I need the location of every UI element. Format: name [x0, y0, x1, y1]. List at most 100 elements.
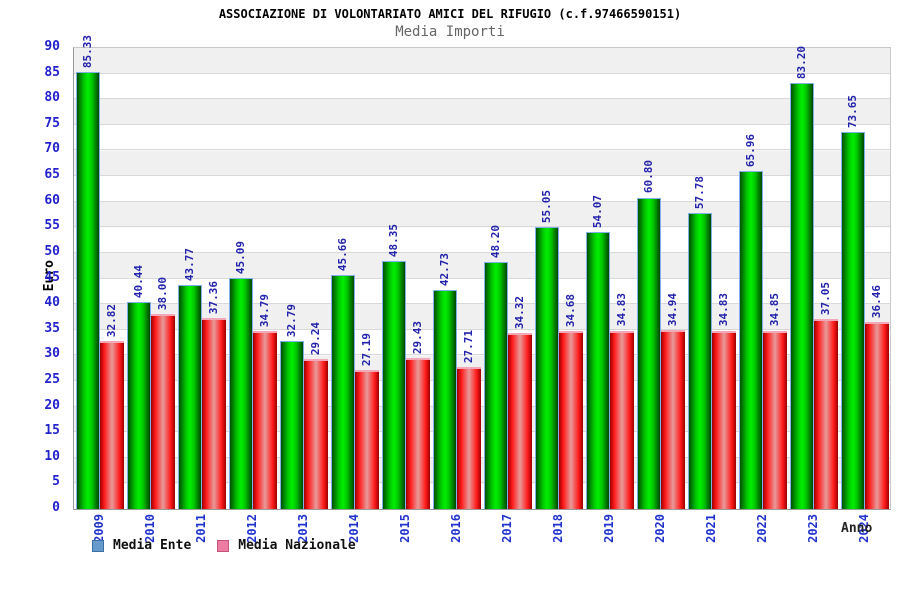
y-tick-label: 65 [44, 167, 60, 183]
bar-media-nazionale-2015[interactable] [405, 358, 430, 509]
bar-media-nazionale-2022[interactable] [762, 330, 787, 509]
bar-media-ente-2023[interactable] [789, 82, 814, 509]
y-axis: 0 5 10 15 20 25 30 35 40 45 50 55 60 65 70 75 80 85 90 [0, 39, 66, 515]
bar-media-nazionale-2016[interactable] [456, 367, 481, 509]
gridline [74, 72, 890, 74]
bar-media-nazionale-2020[interactable] [660, 330, 685, 509]
bar-media-ente-2013[interactable] [279, 341, 304, 509]
legend-swatch-blue-icon [92, 539, 104, 552]
bar-media-ente-2017[interactable] [483, 262, 508, 509]
bar-media-nazionale-2012[interactable] [252, 330, 277, 509]
bar-media-nazionale-2024[interactable] [864, 322, 889, 509]
x-tick-label-2022: 2022 [754, 514, 769, 543]
bar-value-label: 37.36 [206, 280, 220, 314]
bar-media-ente-2018[interactable] [534, 227, 559, 509]
gridline [74, 328, 890, 330]
bar-value-label: 73.65 [845, 94, 859, 128]
bar-media-nazionale-2023[interactable] [813, 319, 838, 509]
gridline [74, 175, 890, 177]
bar-media-ente-2011[interactable] [177, 284, 202, 509]
gridline [74, 303, 890, 305]
x-tick-label-2017: 2017 [499, 514, 514, 543]
y-tick-label: 75 [44, 115, 60, 131]
y-tick-label: 5 [52, 474, 60, 490]
bar-value-label: 34.85 [767, 293, 781, 327]
y-tick-label: 10 [44, 448, 60, 464]
bar-value-label: 48.35 [386, 224, 400, 258]
x-tick-label-2021: 2021 [703, 514, 718, 543]
chart-title: ASSOCIAZIONE DI VOLONTARIATO AMICI DEL R… [218, 7, 682, 21]
x-tick-label-2020: 2020 [652, 514, 667, 543]
bar-value-label: 45.66 [335, 238, 349, 272]
bar-media-ente-2021[interactable] [687, 213, 712, 509]
gridline [74, 277, 890, 279]
bar-media-ente-2019[interactable] [585, 232, 610, 509]
bar-media-nazionale-2011[interactable] [201, 317, 226, 509]
y-tick-label: 60 [44, 192, 60, 208]
legend: Media Ente Media Nazionale [92, 538, 356, 553]
bar-media-nazionale-2018[interactable] [558, 331, 583, 509]
bar-media-nazionale-2021[interactable] [711, 330, 736, 509]
gridline [74, 149, 890, 151]
bar-value-label: 27.19 [359, 332, 373, 366]
x-tick-label-2023: 2023 [805, 514, 820, 543]
bar-value-label: 34.83 [614, 293, 628, 327]
bar-media-ente-2022[interactable] [738, 171, 763, 509]
legend-item-media-ente[interactable]: Media Ente [92, 538, 191, 553]
bar-value-label: 38.00 [155, 277, 169, 311]
bar-media-nazionale-2014[interactable] [354, 369, 379, 509]
chart-plot: 85.33 32.82 40.44 38.00 43.77 37.36 45.09 34.79… [73, 35, 891, 510]
bar-media-ente-2015[interactable] [381, 261, 406, 509]
gridline [74, 98, 890, 100]
gridline [74, 431, 890, 433]
bar-media-ente-2024[interactable] [840, 131, 865, 509]
bar-value-label: 85.33 [80, 34, 94, 68]
y-tick-label: 70 [44, 141, 60, 157]
bar-media-ente-2012[interactable] [228, 278, 253, 509]
legend-label: Media Nazionale [238, 538, 356, 553]
y-tick-label: 50 [44, 243, 60, 259]
y-tick-label: 25 [44, 371, 60, 387]
bar-media-nazionale-2010[interactable] [150, 314, 175, 509]
bar-media-nazionale-2013[interactable] [303, 359, 328, 509]
y-tick-label: 55 [44, 218, 60, 234]
bar-media-ente-2014[interactable] [330, 275, 355, 509]
bar-media-ente-2020[interactable] [636, 197, 661, 509]
bar-value-label: 57.78 [692, 175, 706, 210]
bar-media-ente-2016[interactable] [432, 290, 457, 509]
bar-value-label: 29.24 [308, 322, 322, 356]
y-tick-label: 20 [44, 397, 60, 413]
bar-value-label: 45.09 [233, 240, 247, 275]
gridline [74, 200, 890, 202]
bar-value-label: 34.94 [665, 292, 679, 327]
bar-value-label: 83.20 [794, 45, 808, 79]
x-tick-label-2019: 2019 [601, 514, 616, 543]
bar-value-label: 27.71 [461, 329, 475, 364]
x-tick-label-2015: 2015 [397, 514, 412, 543]
bar-media-ente-2009[interactable] [75, 71, 100, 509]
bar-value-label: 32.79 [284, 303, 298, 338]
bar-value-label: 32.82 [104, 303, 118, 337]
bar-value-label: 34.83 [716, 293, 730, 327]
x-tick-label-2016: 2016 [448, 514, 463, 543]
chart-subtitle: Media Importi [395, 24, 505, 40]
bar-value-label: 34.68 [563, 294, 577, 328]
y-tick-label: 90 [44, 39, 60, 54]
gridline [74, 354, 890, 356]
bar-media-nazionale-2017[interactable] [507, 333, 532, 509]
bar-value-label: 43.77 [182, 247, 196, 281]
bar-value-label: 36.46 [869, 285, 883, 319]
bar-media-ente-2010[interactable] [126, 301, 151, 509]
bar-value-label: 40.44 [131, 264, 145, 298]
y-tick-label: 80 [44, 90, 60, 106]
bar-media-nazionale-2009[interactable] [99, 340, 124, 509]
legend-swatch-pink-icon [217, 539, 230, 552]
bar-media-nazionale-2019[interactable] [609, 330, 634, 509]
bar-value-label: 34.79 [257, 293, 271, 327]
gridline [74, 123, 890, 125]
legend-item-media-nazionale[interactable]: Media Nazionale [217, 538, 356, 553]
y-tick-label: 40 [44, 295, 60, 311]
bar-value-label: 34.32 [512, 296, 526, 330]
bar-value-label: 55.05 [539, 189, 553, 224]
